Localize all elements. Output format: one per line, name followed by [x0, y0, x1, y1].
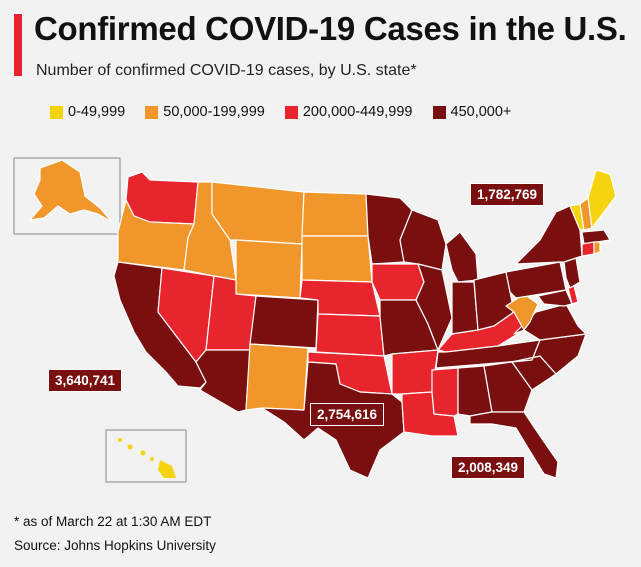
- state-indiana: [451, 281, 479, 335]
- legend: 0-49,999 50,000-199,999 200,000-449,999 …: [50, 104, 511, 120]
- page-subtitle: Number of confirmed COVID-19 cases, by U…: [36, 62, 417, 79]
- state-washington: [125, 171, 199, 225]
- title-accent-bar: [14, 14, 22, 76]
- footnote-date: * as of March 22 at 1:30 AM EDT: [14, 514, 212, 529]
- state-new-york: [515, 205, 583, 265]
- legend-swatch-darkred: [432, 105, 446, 119]
- legend-swatch-orange: [145, 105, 159, 119]
- legend-item-tier-1: 0-49,999: [50, 104, 125, 120]
- state-massachusetts: [581, 229, 611, 245]
- us-map: [13, 157, 617, 483]
- state-iowa: [371, 263, 425, 301]
- state-pennsylvania: [505, 261, 567, 299]
- state-new-mexico: [245, 343, 309, 411]
- callout-florida: 2,008,349: [451, 456, 526, 479]
- callout-new-york: 1,782,769: [470, 183, 545, 206]
- state-colorado: [249, 295, 319, 349]
- callout-california: 3,640,741: [48, 369, 123, 392]
- state-north-dakota: [301, 191, 369, 237]
- state-mississippi: [431, 367, 459, 417]
- footnote-source: Source: Johns Hopkins University: [14, 538, 216, 553]
- state-hawaii: [118, 438, 176, 478]
- legend-item-tier-2: 50,000-199,999: [145, 104, 265, 120]
- state-florida: [469, 411, 559, 479]
- callout-texas: 2,754,616: [310, 403, 385, 426]
- legend-swatch-yellow: [50, 105, 63, 119]
- state-montana: [211, 181, 305, 245]
- state-alaska: [29, 159, 113, 223]
- legend-label: 450,000+: [450, 104, 512, 120]
- legend-label: 50,000-199,999: [163, 104, 265, 120]
- legend-item-tier-4: 450,000+: [432, 104, 512, 120]
- state-kansas: [315, 313, 385, 357]
- state-maryland: [537, 289, 573, 307]
- state-wisconsin: [399, 209, 447, 271]
- state-rhode-island: [593, 241, 601, 255]
- state-illinois: [415, 263, 453, 351]
- state-south-dakota: [301, 235, 373, 283]
- page-title: Confirmed COVID-19 Cases in the U.S.: [34, 10, 627, 47]
- legend-label: 0-49,999: [68, 104, 126, 120]
- state-michigan: [445, 231, 479, 283]
- state-georgia: [483, 361, 533, 413]
- legend-item-tier-3: 200,000-449,999: [284, 104, 413, 120]
- state-connecticut: [581, 241, 595, 257]
- state-virginia: [513, 303, 587, 341]
- legend-swatch-red: [284, 105, 298, 119]
- legend-label: 200,000-449,999: [302, 104, 413, 120]
- state-maine: [587, 169, 617, 229]
- state-arkansas: [391, 349, 439, 395]
- state-new-jersey: [563, 257, 581, 289]
- state-wyoming: [235, 239, 303, 299]
